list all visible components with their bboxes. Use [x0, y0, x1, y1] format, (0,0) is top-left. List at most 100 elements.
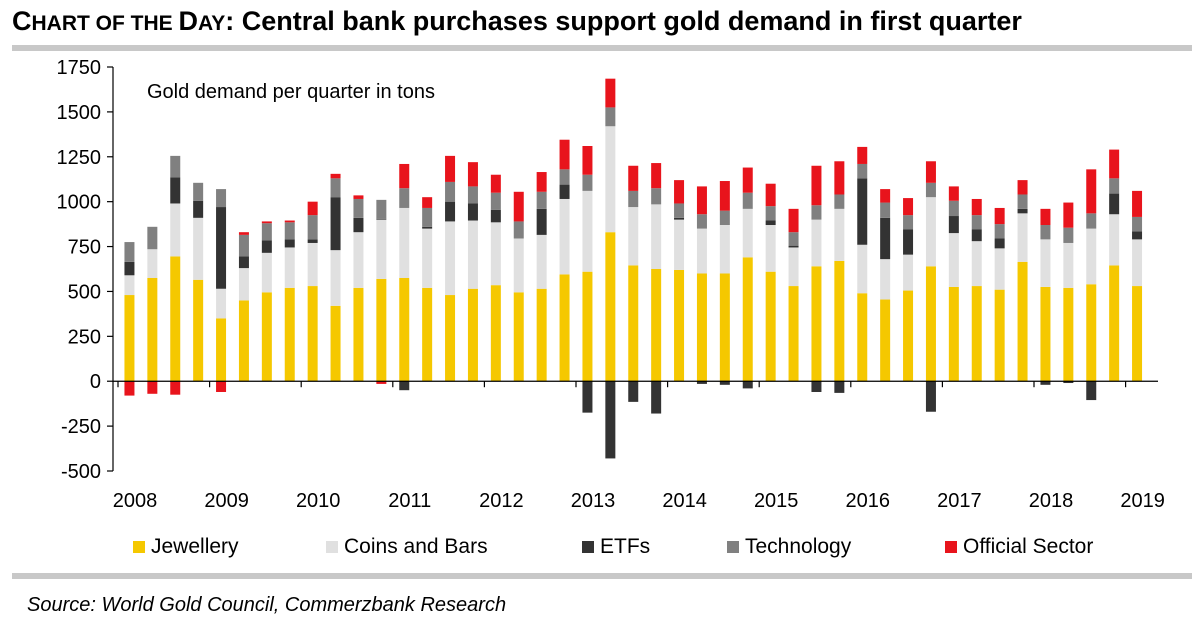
bar-segment-technology [399, 188, 410, 208]
bar-segment-jewellery [788, 286, 799, 382]
bar-segment-coins-and-bars [1109, 214, 1120, 266]
bar-segment-official-sector [628, 165, 639, 191]
bar-segment-jewellery [994, 289, 1005, 382]
x-tick-label: 2017 [937, 490, 982, 512]
bar-segment-technology [788, 232, 799, 246]
bar-segment-technology [307, 215, 318, 240]
bar-segment-technology [857, 163, 868, 179]
bar-segment-etfs [170, 177, 181, 204]
x-tick-label: 2010 [296, 490, 341, 512]
x-tick-label: 2008 [113, 490, 158, 512]
bar-segment-jewellery [1017, 261, 1028, 382]
bar-segment-technology [513, 221, 524, 239]
bar-segment-coins-and-bars [925, 197, 936, 267]
title-prefix-small-1: HART OF THE [31, 12, 179, 35]
bar-segment-official-sector [651, 163, 662, 189]
bar-segment-technology [124, 242, 135, 262]
bar-segment-coins-and-bars [467, 220, 478, 289]
bar-segment-coins-and-bars [651, 204, 662, 269]
y-tick-label: 1250 [57, 147, 102, 169]
y-tick-label: 250 [68, 326, 101, 348]
x-tick-label: 2011 [388, 490, 431, 512]
chart-annotation: Gold demand per quarter in tons [147, 81, 435, 103]
bar-segment-coins-and-bars [1132, 239, 1143, 287]
bar-segment-coins-and-bars [216, 288, 227, 319]
x-tick-label: 2012 [479, 490, 524, 512]
bar-segment-technology [628, 190, 639, 208]
bar-segment-etfs [651, 381, 662, 414]
bar-segment-jewellery [1063, 287, 1074, 382]
bar-segment-official-sector [719, 181, 730, 211]
bar-segment-technology [880, 202, 891, 218]
bar-segment-technology [216, 189, 227, 208]
bar-segment-etfs [674, 217, 685, 220]
bar-segment-technology [490, 192, 501, 210]
bar-segment-coins-and-bars [628, 207, 639, 266]
bar-segment-etfs [628, 381, 639, 402]
title-prefix-cap-1: C [12, 6, 32, 36]
bar-segment-jewellery [925, 266, 936, 382]
bar-segment-coins-and-bars [1040, 239, 1051, 287]
bar-segment-jewellery [422, 287, 433, 382]
bar-segment-etfs [605, 381, 616, 459]
title-text: : Central bank purchases support gold de… [225, 6, 1022, 36]
top-rule [12, 45, 1192, 51]
bar-segment-etfs [307, 239, 318, 243]
bar-segment-coins-and-bars [696, 228, 707, 274]
bar-segment-etfs [582, 381, 593, 413]
bar-segment-jewellery [307, 286, 318, 382]
bar-segment-coins-and-bars [193, 217, 204, 280]
legend-swatch [582, 541, 594, 553]
bar-segment-etfs [994, 238, 1005, 249]
bar-segment-jewellery [216, 318, 227, 382]
bar-segment-official-sector [1109, 149, 1120, 179]
bar-segment-etfs [422, 226, 433, 229]
bar-segment-official-sector [788, 208, 799, 233]
bar-segment-jewellery [193, 279, 204, 382]
bottom-rule [12, 573, 1192, 579]
bar-segment-official-sector [765, 183, 776, 207]
bar-segment-coins-and-bars [559, 198, 570, 275]
chart-title: CHART OF THE DAY: Central bank purchases… [12, 6, 1022, 37]
bar-segment-technology [834, 194, 845, 209]
bar-segment-coins-and-bars [124, 275, 135, 296]
bar-segment-etfs [490, 209, 501, 223]
bar-segment-official-sector [536, 172, 547, 192]
x-tick-label: 2019 [1120, 490, 1165, 512]
source-note: Source: World Gold Council, Commerzbank … [27, 594, 507, 616]
bar-segment-technology [170, 155, 181, 178]
bar-segment-coins-and-bars [399, 207, 410, 278]
bar-segment-official-sector [467, 162, 478, 187]
bar-segment-coins-and-bars [284, 247, 295, 288]
bar-segment-etfs [1063, 381, 1074, 384]
y-tick-label: 1000 [57, 192, 102, 214]
bar-segment-official-sector [742, 167, 753, 193]
legend-label: Technology [745, 535, 852, 558]
bar-segment-official-sector [582, 146, 593, 175]
bar-segment-official-sector [261, 221, 272, 224]
bar-segment-official-sector [353, 195, 364, 199]
bar-segment-jewellery [834, 260, 845, 382]
bar-segment-coins-and-bars [742, 208, 753, 258]
bar-segment-jewellery [330, 305, 341, 382]
bar-segment-jewellery [948, 286, 959, 382]
bar-segment-technology [719, 210, 730, 225]
bar-segment-coins-and-bars [490, 222, 501, 286]
bar-segment-jewellery [719, 273, 730, 382]
x-tick-label: 2016 [846, 490, 891, 512]
bar-segment-official-sector [925, 161, 936, 183]
x-tick-label: 2018 [1029, 490, 1074, 512]
bar-segment-jewellery [628, 265, 639, 382]
bar-segment-coins-and-bars [719, 225, 730, 274]
bar-segment-technology [1132, 216, 1143, 232]
bar-segment-technology [1040, 225, 1051, 240]
bar-segment-coins-and-bars [445, 221, 456, 296]
bar-segment-official-sector [307, 201, 318, 216]
bar-segment-etfs [238, 256, 249, 269]
bar-segment-official-sector [513, 191, 524, 222]
bar-segment-official-sector [376, 381, 387, 384]
bar-segment-etfs [1132, 231, 1143, 240]
bar-segment-etfs [971, 229, 982, 242]
bar-segment-coins-and-bars [765, 225, 776, 272]
